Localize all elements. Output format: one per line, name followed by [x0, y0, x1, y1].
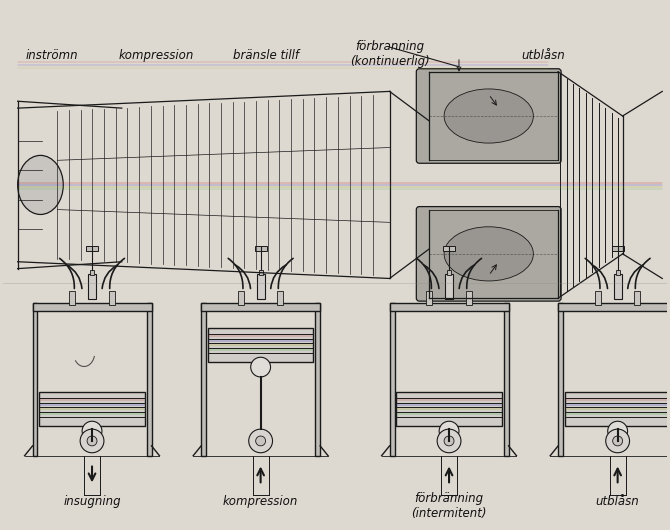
Ellipse shape: [444, 227, 533, 281]
Text: kompression: kompression: [223, 495, 298, 508]
Ellipse shape: [17, 155, 63, 215]
Text: inströmn: inströmn: [26, 49, 78, 62]
Bar: [33, 303, 38, 456]
Text: förbränning
(intermitent): förbränning (intermitent): [411, 492, 487, 520]
Bar: [109, 292, 115, 305]
Bar: [595, 292, 601, 305]
Circle shape: [612, 436, 622, 446]
Circle shape: [251, 357, 271, 377]
Text: utblåsn: utblåsn: [521, 49, 565, 62]
Bar: [565, 392, 670, 426]
Bar: [445, 273, 453, 299]
Bar: [504, 303, 509, 456]
FancyBboxPatch shape: [416, 69, 561, 163]
Bar: [616, 270, 620, 275]
Text: utblåsn: utblåsn: [596, 495, 639, 508]
Circle shape: [249, 429, 273, 453]
Bar: [201, 303, 206, 456]
Circle shape: [80, 429, 104, 453]
Bar: [90, 270, 94, 275]
Text: bränsle tillf: bränsle tillf: [232, 49, 299, 62]
Bar: [634, 292, 641, 305]
Bar: [558, 303, 563, 456]
Bar: [201, 303, 320, 311]
Bar: [147, 303, 151, 456]
Bar: [255, 246, 267, 251]
Bar: [397, 392, 502, 426]
Bar: [612, 246, 624, 251]
Bar: [389, 303, 395, 456]
Ellipse shape: [444, 89, 533, 143]
Bar: [40, 392, 145, 426]
Text: insugning: insugning: [63, 495, 121, 508]
Bar: [33, 303, 151, 311]
Circle shape: [256, 436, 265, 446]
Bar: [259, 270, 263, 275]
Bar: [315, 303, 320, 456]
Circle shape: [437, 429, 461, 453]
Bar: [426, 292, 432, 305]
Bar: [443, 246, 455, 251]
Bar: [86, 246, 98, 251]
Circle shape: [87, 436, 97, 446]
Text: kompression: kompression: [119, 49, 194, 62]
Bar: [389, 303, 509, 311]
Circle shape: [82, 421, 102, 441]
Bar: [447, 270, 451, 275]
Bar: [466, 292, 472, 305]
Circle shape: [439, 421, 459, 441]
Bar: [277, 292, 283, 305]
Circle shape: [444, 436, 454, 446]
Bar: [238, 292, 244, 305]
Bar: [257, 273, 265, 299]
Bar: [558, 303, 670, 311]
FancyBboxPatch shape: [416, 207, 561, 301]
Circle shape: [606, 429, 630, 453]
Bar: [208, 328, 313, 362]
Bar: [614, 273, 622, 299]
Text: förbranning
(kontinuerlig): förbranning (kontinuerlig): [350, 40, 429, 68]
Bar: [88, 273, 96, 299]
Bar: [69, 292, 75, 305]
Circle shape: [608, 421, 628, 441]
